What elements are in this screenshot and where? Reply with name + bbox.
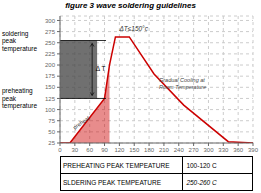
svg-text:275: 275 bbox=[45, 29, 56, 35]
svg-text:240: 240 bbox=[174, 147, 185, 153]
svg-text:60: 60 bbox=[86, 147, 93, 153]
svg-text:225: 225 bbox=[45, 51, 56, 57]
svg-text:120: 120 bbox=[114, 147, 125, 153]
svg-text:390: 390 bbox=[248, 147, 253, 153]
html-text:figure 3 wave soldering guidel: figure 3 wave soldering guidelines bbox=[65, 1, 196, 10]
svg-text:preheat: preheat bbox=[72, 115, 91, 131]
svg-text:75: 75 bbox=[48, 118, 55, 124]
html-text:SLDERING PEAK TEMPEATURE: SLDERING PEAK TEMPEATURE bbox=[63, 178, 161, 186]
html-text:PREHEATING PEAK TEMPEATURE: PREHEATING PEAK TEMPEATURE bbox=[63, 161, 170, 169]
svg-text:100: 100 bbox=[45, 107, 56, 113]
svg-text:200: 200 bbox=[45, 62, 56, 68]
svg-text:90: 90 bbox=[101, 147, 108, 153]
svg-text:ΔT≤150°c: ΔT≤150°c bbox=[118, 25, 148, 32]
svg-text:Gradual Cooling atRoom Tempera: Gradual Cooling atRoom Temperature bbox=[159, 77, 206, 90]
svg-text:150: 150 bbox=[129, 147, 140, 153]
svg-text:25: 25 bbox=[48, 140, 55, 146]
svg-text:300: 300 bbox=[203, 147, 214, 153]
svg-text:210: 210 bbox=[159, 147, 170, 153]
svg-text:175: 175 bbox=[45, 73, 56, 79]
svg-text:30: 30 bbox=[72, 147, 79, 153]
svg-text:180: 180 bbox=[144, 147, 155, 153]
html-text:250-260 C: 250-260 C bbox=[186, 178, 217, 186]
svg-text:125: 125 bbox=[45, 96, 56, 102]
svg-text:300: 300 bbox=[45, 18, 56, 24]
svg-text:330: 330 bbox=[218, 147, 229, 153]
svg-text:360: 360 bbox=[233, 147, 244, 153]
svg-text:270: 270 bbox=[189, 147, 200, 153]
html-text:preheating peak temperature: preheating peak temperature bbox=[2, 87, 37, 110]
svg-text:50: 50 bbox=[48, 129, 55, 135]
html-text:soldering peak temperature: soldering peak temperature bbox=[2, 29, 37, 52]
html-text:100-120 C: 100-120 C bbox=[186, 161, 217, 169]
svg-text:150: 150 bbox=[45, 84, 56, 90]
svg-text:Δ T: Δ T bbox=[96, 65, 106, 72]
svg-text:0: 0 bbox=[58, 147, 62, 153]
svg-text:250: 250 bbox=[45, 40, 56, 46]
